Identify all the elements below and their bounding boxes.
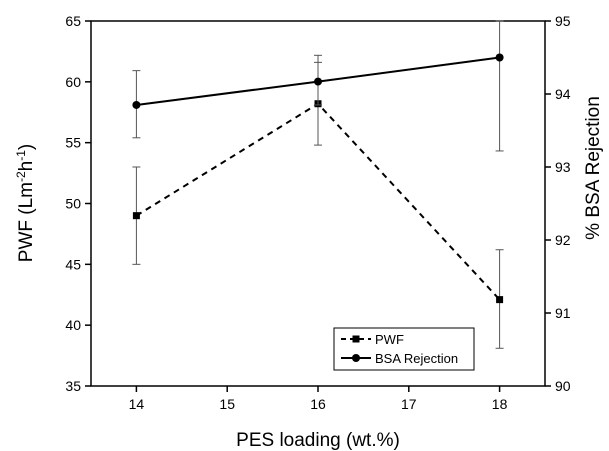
left-y-axis-ticks: 35 40 45 50 55 60 65 xyxy=(65,13,91,394)
right-y-tick-label: 93 xyxy=(555,159,571,175)
right-y-axis-label: % BSA Rejection xyxy=(583,96,604,240)
pwf-point xyxy=(132,212,140,220)
x-tick-label: 17 xyxy=(401,396,417,412)
legend-bsa-label: BSA Rejection xyxy=(375,351,458,366)
x-tick-label: 16 xyxy=(310,396,326,412)
bsa-point xyxy=(495,53,504,62)
bsa-point xyxy=(314,77,322,86)
pwf-point xyxy=(496,296,504,304)
series-layer xyxy=(132,20,504,349)
left-y-tick-label: 50 xyxy=(65,196,81,212)
bsa-point xyxy=(132,100,141,109)
left-y-tick-label: 35 xyxy=(65,378,81,394)
right-y-tick-label: 95 xyxy=(555,13,571,29)
left-y-tick-label: 65 xyxy=(65,13,81,29)
right-y-axis-ticks: 90 91 92 93 94 95 xyxy=(545,13,571,394)
legend-box xyxy=(333,327,475,371)
right-y-tick-label: 94 xyxy=(555,86,571,102)
legend-pwf-marker xyxy=(352,335,360,343)
right-y-tick-label: 92 xyxy=(555,232,571,248)
legend: PWF BSA Rejection xyxy=(333,327,475,371)
legend-pwf-label: PWF xyxy=(375,332,404,347)
legend-bsa-marker xyxy=(352,354,360,362)
bsa-series xyxy=(132,20,504,152)
right-y-tick-label: 90 xyxy=(555,378,571,394)
left-y-tick-label: 60 xyxy=(65,74,81,90)
x-axis-ticks: 14 15 16 17 18 xyxy=(129,386,508,412)
x-axis-label: PES loading (wt.%) xyxy=(236,430,400,451)
left-y-tick-label: 40 xyxy=(65,317,81,333)
left-y-tick-label: 45 xyxy=(65,256,81,272)
left-y-tick-label: 55 xyxy=(65,135,81,151)
x-tick-label: 14 xyxy=(129,396,145,412)
x-tick-label: 18 xyxy=(492,396,508,412)
right-y-tick-label: 91 xyxy=(555,305,571,321)
left-y-axis-label: PWF (Lm-2h-1) xyxy=(14,144,37,262)
x-tick-label: 15 xyxy=(219,396,235,412)
